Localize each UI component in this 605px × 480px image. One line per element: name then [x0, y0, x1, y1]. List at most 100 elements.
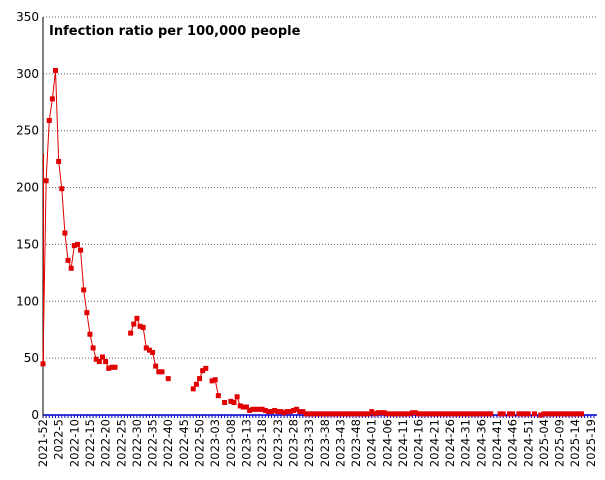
x-tick-label: 2023-38 [318, 419, 332, 467]
data-point [212, 377, 218, 383]
data-point [434, 411, 440, 417]
data-point [469, 411, 475, 417]
data-point [547, 411, 553, 417]
data-point [532, 411, 538, 417]
data-point [143, 345, 149, 351]
data-point [409, 410, 415, 416]
data-point [203, 365, 209, 371]
data-point [322, 411, 328, 417]
data-point [243, 404, 249, 410]
data-point [237, 403, 243, 409]
data-point [384, 411, 390, 417]
data-point [506, 411, 512, 417]
x-tick-label: 2024-01 [365, 419, 379, 467]
data-point [356, 411, 362, 417]
data-point [62, 230, 68, 236]
x-tick-label: 2024-41 [490, 419, 504, 467]
data-point [394, 411, 400, 417]
data-point [572, 411, 578, 417]
data-point [456, 411, 462, 417]
data-point [372, 411, 378, 417]
data-point [65, 257, 71, 263]
data-point [250, 406, 256, 412]
data-point [359, 411, 365, 417]
chart-title: Infection ratio per 100,000 people [49, 24, 301, 39]
data-point [234, 394, 240, 400]
y-tick-label: 100 [16, 294, 39, 308]
data-point [431, 411, 437, 417]
x-tick-label: 2022-45 [177, 419, 191, 467]
data-point [159, 369, 165, 375]
data-point [137, 323, 143, 329]
data-point [59, 186, 65, 192]
x-tick-label: 2024-46 [506, 419, 520, 467]
data-point [319, 411, 325, 417]
data-point [337, 411, 343, 417]
data-point [46, 117, 52, 123]
data-point [416, 411, 422, 417]
data-point [362, 411, 368, 417]
data-point [331, 411, 337, 417]
x-tick-label: 2022-30 [130, 419, 144, 467]
x-tick-label: 2024-06 [380, 419, 394, 467]
data-point [353, 411, 359, 417]
data-point [450, 411, 456, 417]
data-point [93, 356, 99, 362]
x-tick-label: 2024-26 [443, 419, 457, 467]
data-point [475, 411, 481, 417]
data-point [497, 411, 503, 417]
y-tick-label: 0 [31, 408, 39, 422]
data-point [53, 67, 59, 73]
x-tick-label: 2023-18 [255, 419, 269, 467]
data-point [500, 411, 506, 417]
y-tick-label: 300 [16, 67, 39, 81]
data-point [294, 406, 300, 412]
data-point [74, 241, 80, 247]
data-point [209, 378, 215, 384]
data-point [150, 349, 156, 355]
data-point [328, 411, 334, 417]
data-point [240, 404, 246, 410]
data-point [128, 330, 134, 336]
x-tick-label: 2023-08 [224, 419, 238, 467]
data-point [87, 331, 93, 337]
data-point [478, 411, 484, 417]
data-point [131, 321, 137, 327]
x-tick-label: 2025-09 [553, 419, 567, 467]
data-point [215, 393, 221, 399]
x-tick-label: 2023-13 [239, 419, 253, 467]
x-tick-label: 2023-33 [302, 419, 316, 467]
x-tick-label: 2022-50 [193, 419, 207, 467]
data-point [538, 412, 544, 418]
series-line [42, 70, 116, 370]
x-tick-label: 2022-40 [161, 419, 175, 467]
data-point [228, 398, 234, 404]
data-point [391, 411, 397, 417]
data-point [369, 409, 375, 415]
data-point [146, 347, 152, 353]
data-point [287, 409, 293, 415]
data-point [278, 409, 284, 415]
data-point [366, 411, 372, 417]
data-point [428, 411, 434, 417]
x-tick-label: 2023-48 [349, 419, 363, 467]
data-point [153, 363, 159, 369]
data-point [303, 411, 309, 417]
data-point [306, 411, 312, 417]
x-tick-label: 2022-10 [67, 419, 81, 467]
x-tick-label: 2022-35 [146, 419, 160, 467]
x-tick-label: 2022-15 [83, 419, 97, 467]
data-point [140, 324, 146, 330]
data-point [400, 411, 406, 417]
data-point [49, 96, 55, 102]
x-tick-label: 2024-36 [474, 419, 488, 467]
data-point [488, 411, 494, 417]
x-tick-label: 2025-04 [537, 419, 551, 467]
data-point [419, 411, 425, 417]
data-point [71, 243, 77, 249]
data-point [40, 361, 46, 367]
data-point [156, 369, 162, 375]
data-point [541, 411, 547, 417]
data-point [422, 411, 428, 417]
data-point [463, 411, 469, 417]
